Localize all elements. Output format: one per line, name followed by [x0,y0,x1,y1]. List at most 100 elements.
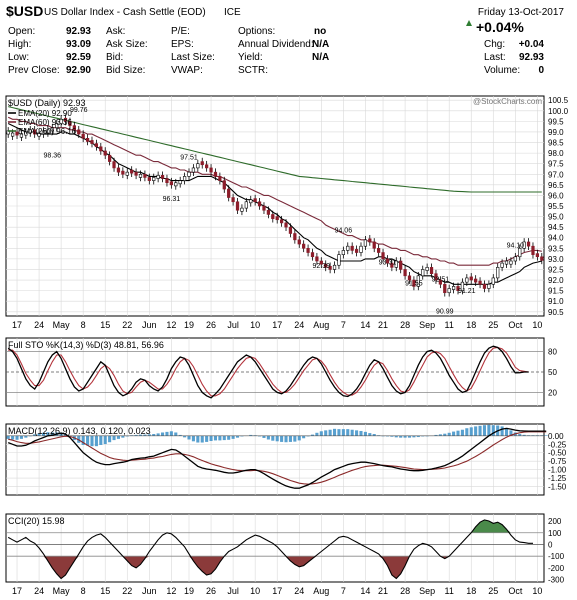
candle-body-52 [235,201,240,211]
candle-body-46 [209,167,213,173]
macd-hist-bar-114 [509,430,513,436]
price-x-tick-0: 17 [12,320,22,330]
macd-hist-bar-6 [33,434,37,436]
candle-body-48 [218,176,222,181]
price-tick-label-5: 93.0 [548,255,564,264]
price-tick-label-7: 94.0 [548,234,564,243]
cci-x-tick-5: 22 [122,586,132,596]
macd-hist-bar-75 [337,429,341,436]
candle-body-101 [451,286,456,290]
cci-x-tick-9: 26 [206,586,216,596]
sctr-label: SCTR: [238,65,268,76]
symbol: $USD [6,3,43,19]
macd-hist-bar-104 [465,428,469,436]
macd-hist-bar-90 [403,435,407,438]
candle-body-9 [46,129,50,134]
macd-hist-bar-78 [350,429,354,436]
cci-x-tick-12: 17 [272,586,282,596]
macd-hist-bar-41 [187,435,191,440]
price-x-tick-8: 19 [184,320,194,330]
candle-body-68 [306,248,310,253]
macd-hist-bar-121 [540,435,544,436]
price-tick-label-8: 94.5 [548,223,564,232]
cci-x-tick-17: 21 [378,586,388,596]
cci-x-tick-2: May [53,586,71,596]
candle-body-21 [99,146,103,152]
candle-body-102 [456,286,460,291]
cci-x-tick-16: 14 [360,586,370,596]
candle-body-15 [72,125,76,131]
macd-hist-bar-108 [482,425,487,436]
candle-body-51 [231,197,235,203]
macd-hist-bar-102 [456,430,460,436]
candle-body-22 [103,150,107,156]
candle-body-93 [416,275,420,287]
quote-header: $USD US Dollar Index - Cash Settle (EOD)… [6,2,566,78]
cci-tick-label-4: -200 [548,564,565,573]
candle-body-77 [346,245,350,251]
candle-body-6 [33,129,37,135]
price-x-tick-22: 25 [488,320,498,330]
price-tick-label-6: 93.5 [548,244,564,253]
price-x-tick-12: 17 [272,320,282,330]
macd-hist-bar-119 [531,435,535,436]
candle-body-66 [297,239,301,245]
price-x-tick-3: 8 [81,320,86,330]
macd-hist-bar-50 [227,435,231,440]
price-x-tick-21: 18 [466,320,476,330]
candle-body-118 [526,241,531,247]
up-arrow-icon [466,20,472,26]
open-value: 92.93 [66,26,91,37]
price-tick-label-17: 99.0 [548,128,564,137]
candle-body-35 [160,175,165,179]
high-value: 93.09 [66,39,91,50]
cci-x-tick-8: 19 [184,586,194,596]
macd-hist-bar-118 [527,435,531,436]
macd-hist-bar-26 [121,435,125,438]
annual-dividend-value: N/A [312,39,329,50]
candle-body-84 [377,248,381,253]
cci-line [7,519,533,580]
candle-body-107 [478,280,482,285]
options-label: Options: [238,26,275,37]
price-tick-label-4: 92.5 [548,265,564,274]
candle-body-90 [403,269,407,277]
macd-hist-bar-72 [324,430,328,436]
price-x-tick-19: Sep [419,320,435,330]
macd-hist-bar-122 [544,435,548,436]
price-tick-label-12: 96.5 [548,181,564,190]
macd-hist-bar-116 [518,434,522,436]
price-tick-label-16: 98.5 [548,139,564,148]
candle-body-103 [460,281,465,291]
macd-hist-bar-57 [258,435,262,437]
cci-x-tick-18: 28 [400,586,410,596]
macd-hist-bar-60 [271,435,275,441]
quote-row-0: Open: 92.93 Ask: P/E: Options: no [8,26,326,37]
low-value: 92.59 [66,52,91,63]
price-x-tick-1: 24 [34,320,44,330]
cci-tick-label-5: -300 [548,576,565,585]
quote-date: Friday 13-Oct-2017 [478,7,565,18]
legend-item-0: EMA(20) 92.90 [18,109,72,118]
macd-hist-bar-70 [315,432,319,436]
candle-body-91 [407,275,412,281]
yield-label: Yield: [238,52,263,63]
price-x-tick-16: 14 [360,320,370,330]
macd-hist-bar-30 [138,434,143,436]
macd-tick-label-6: -1.50 [548,483,567,492]
chart-area: 90.5 91.091.5 92.0 92.593.0 93.594.0 94.595.0… [5,95,569,596]
candle-body-44 [200,161,204,166]
candle-body-60 [271,214,275,219]
candle-body-85 [381,252,385,260]
candle-body-111 [496,267,500,279]
sto-panel-title: Full STO %K(14,3) %D(3) 48.81, 56.96 [8,340,164,350]
macd-hist-bar-9 [46,432,50,436]
macd-hist-bar-82 [368,433,372,436]
price-x-tick-5: 22 [122,320,132,330]
macd-hist-bar-37 [169,431,173,436]
candle-body-14 [68,121,72,126]
candle-body-70 [315,256,319,262]
options-value: no [314,26,326,37]
open-label: Open: [8,26,35,37]
candle-body-106 [474,278,478,283]
